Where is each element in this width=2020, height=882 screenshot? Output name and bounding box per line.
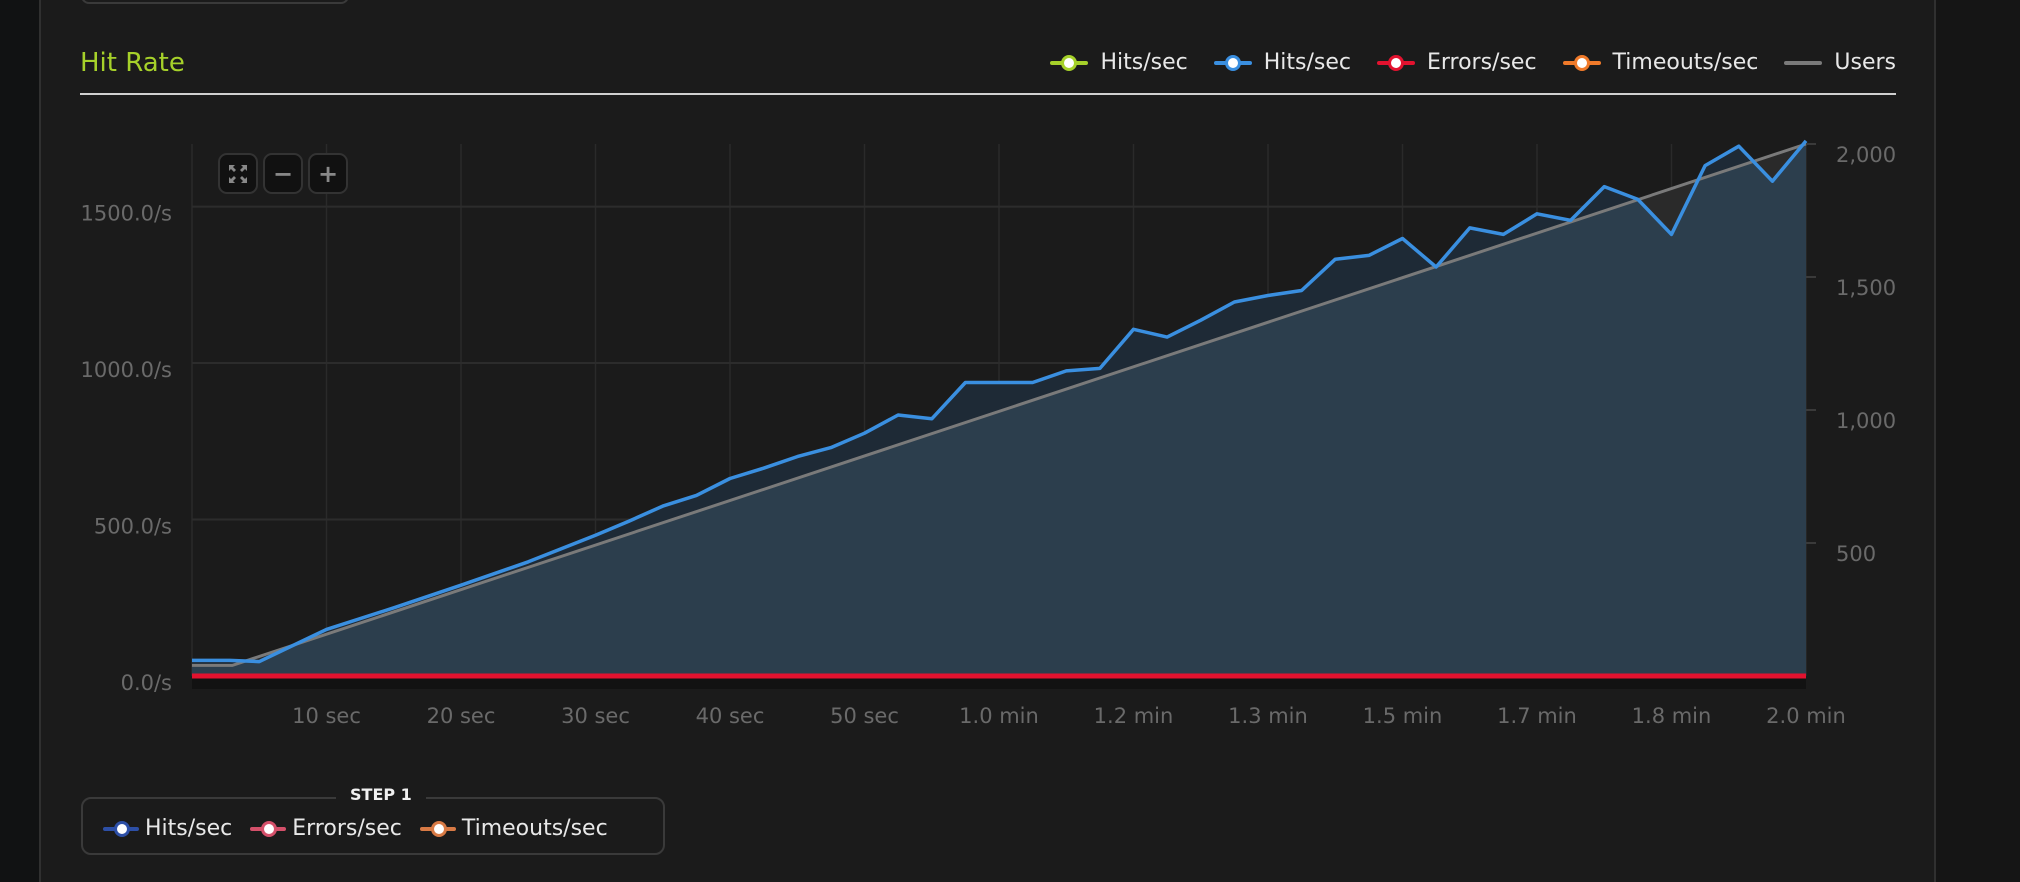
y-right-tick-label: 500	[1836, 542, 1876, 566]
x-tick-label: 40 sec	[696, 704, 765, 728]
y-right-tick-label: 1,500	[1836, 276, 1896, 300]
x-tick-label: 1.0 min	[959, 704, 1039, 728]
x-tick-label: 50 sec	[830, 704, 899, 728]
x-tick-label: 2.0 min	[1766, 704, 1846, 728]
line-dot-marker-icon	[1050, 54, 1089, 72]
legend-item[interactable]: Errors/sec	[250, 816, 402, 841]
legend-label: Errors/sec	[1426, 50, 1537, 75]
legend-item[interactable]: Timeouts/sec	[419, 816, 608, 841]
legend-label: Hits/sec	[1100, 50, 1188, 75]
zoom-in-button[interactable]: +	[308, 153, 348, 194]
line-dot-marker-icon	[250, 820, 287, 838]
hits-line	[192, 139, 1808, 664]
hits-users-overlap-area	[192, 144, 1806, 676]
x-axis-band	[192, 676, 1806, 689]
x-tick-label: 1.8 min	[1632, 704, 1712, 728]
line-dot-marker-icon	[419, 820, 456, 838]
panel-title: Hit Rate	[80, 48, 185, 78]
left-sidebar-edge	[0, 0, 39, 882]
legend-label: Users	[1834, 50, 1896, 75]
y-right-tick-label: 2,000	[1836, 143, 1896, 167]
line-dot-marker-icon	[1562, 54, 1601, 72]
legend-item[interactable]: Timeouts/sec	[1562, 50, 1759, 75]
zoom-out-icon: −	[272, 159, 294, 188]
y-left-tick-label: 1000.0/s	[81, 358, 173, 382]
zoom-in-icon: +	[317, 159, 339, 188]
legend-item[interactable]: Hits/sec	[1050, 50, 1188, 75]
zoom-out-button[interactable]: −	[263, 153, 303, 194]
legend-label: Errors/sec	[292, 816, 402, 841]
reset-zoom-button[interactable]	[218, 153, 258, 194]
zoom-controls: − +	[218, 153, 348, 194]
x-tick-label: 1.7 min	[1497, 704, 1577, 728]
y-left-tick-label: 1500.0/s	[81, 202, 173, 226]
legend-label: Timeouts/sec	[1612, 50, 1759, 75]
legend-item[interactable]: Hits/sec	[1213, 50, 1351, 75]
reset-zoom-icon	[229, 164, 247, 183]
legend-item[interactable]: Users	[1784, 50, 1896, 75]
y-left-tick-label: 500.0/s	[94, 515, 172, 539]
step-legend: STEP 1 Hits/sec Errors/sec Timeouts/sec	[81, 785, 665, 855]
x-tick-label: 1.2 min	[1094, 704, 1174, 728]
step-legend-title: STEP 1	[336, 785, 426, 804]
users-line	[192, 142, 1807, 667]
chart-legend: Hits/sec Hits/sec Errors/sec Timeouts/sec Us…	[1050, 50, 1896, 75]
legend-label: Hits/sec	[1263, 50, 1351, 75]
x-tick-label: 30 sec	[561, 704, 630, 728]
legend-item[interactable]: Hits/sec	[103, 816, 232, 841]
x-tick-label: 1.3 min	[1228, 704, 1308, 728]
y-right-tick-label: 1,000	[1836, 409, 1896, 433]
legend-label: Hits/sec	[145, 816, 233, 841]
title-divider	[80, 93, 1896, 95]
line-dot-marker-icon	[1213, 54, 1252, 72]
right-edge	[1936, 0, 2020, 882]
line-marker-icon	[1784, 54, 1823, 72]
line-dot-marker-icon	[103, 820, 139, 838]
legend-item[interactable]: Errors/sec	[1376, 50, 1537, 75]
x-tick-label: 10 sec	[292, 704, 361, 728]
x-tick-label: 20 sec	[427, 704, 496, 728]
line-dot-marker-icon	[1376, 54, 1415, 72]
legend-label: Timeouts/sec	[461, 816, 608, 841]
x-tick-label: 1.5 min	[1363, 704, 1443, 728]
y-left-tick-label: 0.0/s	[121, 671, 172, 695]
